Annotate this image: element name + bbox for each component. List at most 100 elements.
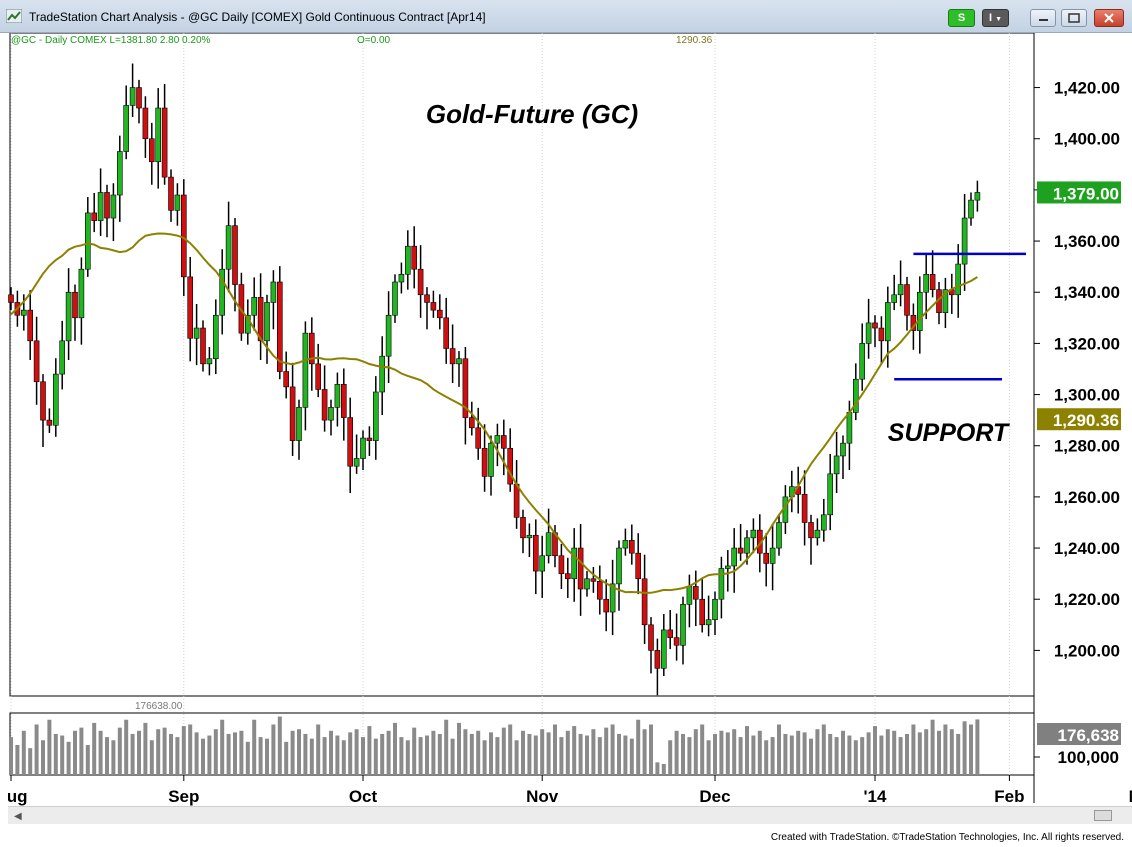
price-tick-label: 1,220.00 [1054, 590, 1120, 609]
candle-body [961, 217, 968, 265]
volume-bar [533, 735, 538, 775]
candle-body [91, 212, 97, 221]
candle-body [315, 363, 322, 390]
candle-body [827, 473, 834, 516]
candle-body [27, 309, 34, 342]
candle-body [968, 199, 974, 219]
volume-bar [431, 730, 436, 775]
volume-bar [847, 735, 852, 775]
candle-body [46, 419, 53, 426]
candle-body [929, 274, 936, 290]
volume-bar [540, 729, 545, 775]
volume-bar [553, 724, 557, 775]
volume-bar [60, 735, 65, 775]
candle-body [865, 322, 872, 344]
volume-bar [386, 730, 391, 775]
volume-bar [316, 724, 321, 775]
candle-body [65, 291, 72, 342]
volume-bar [623, 735, 628, 775]
volume-bar [873, 726, 877, 775]
price-tick-label: 1,280.00 [1054, 437, 1120, 456]
volume-bar [751, 735, 756, 775]
candle-body [417, 268, 424, 296]
volume-bar [962, 721, 967, 775]
volume-bar [399, 737, 404, 775]
volume-bar [277, 716, 282, 775]
candle-body [33, 340, 40, 383]
candle-body [712, 598, 718, 620]
close-button[interactable] [1094, 9, 1124, 27]
volume-bar [642, 729, 647, 775]
candle-body [923, 274, 930, 293]
candle-body [136, 87, 142, 109]
candle-body [859, 343, 866, 380]
volume-bar [700, 724, 705, 775]
candle-body [744, 537, 750, 554]
volume-bar [853, 740, 858, 775]
volume-bar [777, 724, 781, 775]
candle-body [59, 340, 66, 375]
price-tick-label: 1,240.00 [1054, 539, 1120, 558]
horizontal-scrollbar[interactable]: ◀ [8, 806, 1132, 824]
candle-body [846, 412, 853, 444]
candle-body [462, 358, 469, 418]
volume-bar [713, 733, 717, 775]
candle-body [545, 532, 552, 557]
tradestation-app-icon [6, 9, 22, 23]
candle-body [379, 355, 386, 393]
volume-bar [92, 722, 97, 775]
volume-bar [348, 732, 353, 775]
volume-bar [290, 730, 295, 775]
candle-body [558, 555, 565, 574]
candle-body [769, 547, 776, 564]
volume-tag: 176,638 [1058, 726, 1119, 745]
minimize-button[interactable] [1030, 9, 1056, 27]
candle-body [40, 381, 46, 421]
strategy-s-button[interactable]: S [948, 9, 975, 27]
volume-bar [546, 732, 551, 775]
maximize-button[interactable] [1061, 9, 1087, 27]
scroll-left-icon[interactable]: ◀ [14, 811, 22, 822]
maximize-icon [1068, 13, 1080, 23]
candle-body [72, 291, 78, 319]
volume-bar [482, 740, 487, 775]
volume-bar [361, 737, 365, 775]
volume-bar [501, 727, 506, 775]
candle-body [430, 302, 437, 311]
indicator-i-button[interactable]: I ▼ [982, 9, 1009, 27]
last-price-tag-bg [1037, 181, 1121, 204]
close-icon [1104, 13, 1114, 23]
volume-bar [405, 740, 410, 775]
candle-body [270, 281, 277, 303]
volume-bar [661, 763, 666, 775]
candle-body [897, 284, 904, 296]
candle-body [353, 458, 360, 467]
candle-body [974, 192, 981, 201]
candle-body [628, 540, 635, 554]
candle-body [321, 389, 328, 421]
candle-body [507, 447, 514, 485]
candle-body [596, 581, 603, 600]
volume-bar [143, 722, 148, 775]
candle-body [347, 417, 354, 467]
price-chart[interactable]: Aug Sep Oct Nov Dec '14 Feb Mar 1,420.00 1,400.00… [8, 33, 1132, 826]
volume-bar [578, 733, 583, 775]
candle-body [21, 309, 27, 316]
candle-body [85, 212, 91, 270]
candle-body [392, 281, 398, 316]
volume-bar [956, 733, 961, 775]
volume-bar [885, 729, 890, 775]
candle-body [532, 534, 539, 572]
scroll-thumb[interactable] [1094, 810, 1112, 821]
volume-bar [783, 733, 788, 775]
candle-body [296, 407, 302, 441]
volume-bar [457, 722, 461, 775]
candle-body [955, 263, 962, 296]
volume-bar [821, 724, 826, 775]
candle-body [724, 565, 731, 569]
volume-bar [367, 726, 372, 775]
candle-body [385, 314, 392, 357]
volume-bar [469, 733, 474, 775]
candle-body [187, 276, 193, 339]
candle-body [667, 629, 674, 638]
